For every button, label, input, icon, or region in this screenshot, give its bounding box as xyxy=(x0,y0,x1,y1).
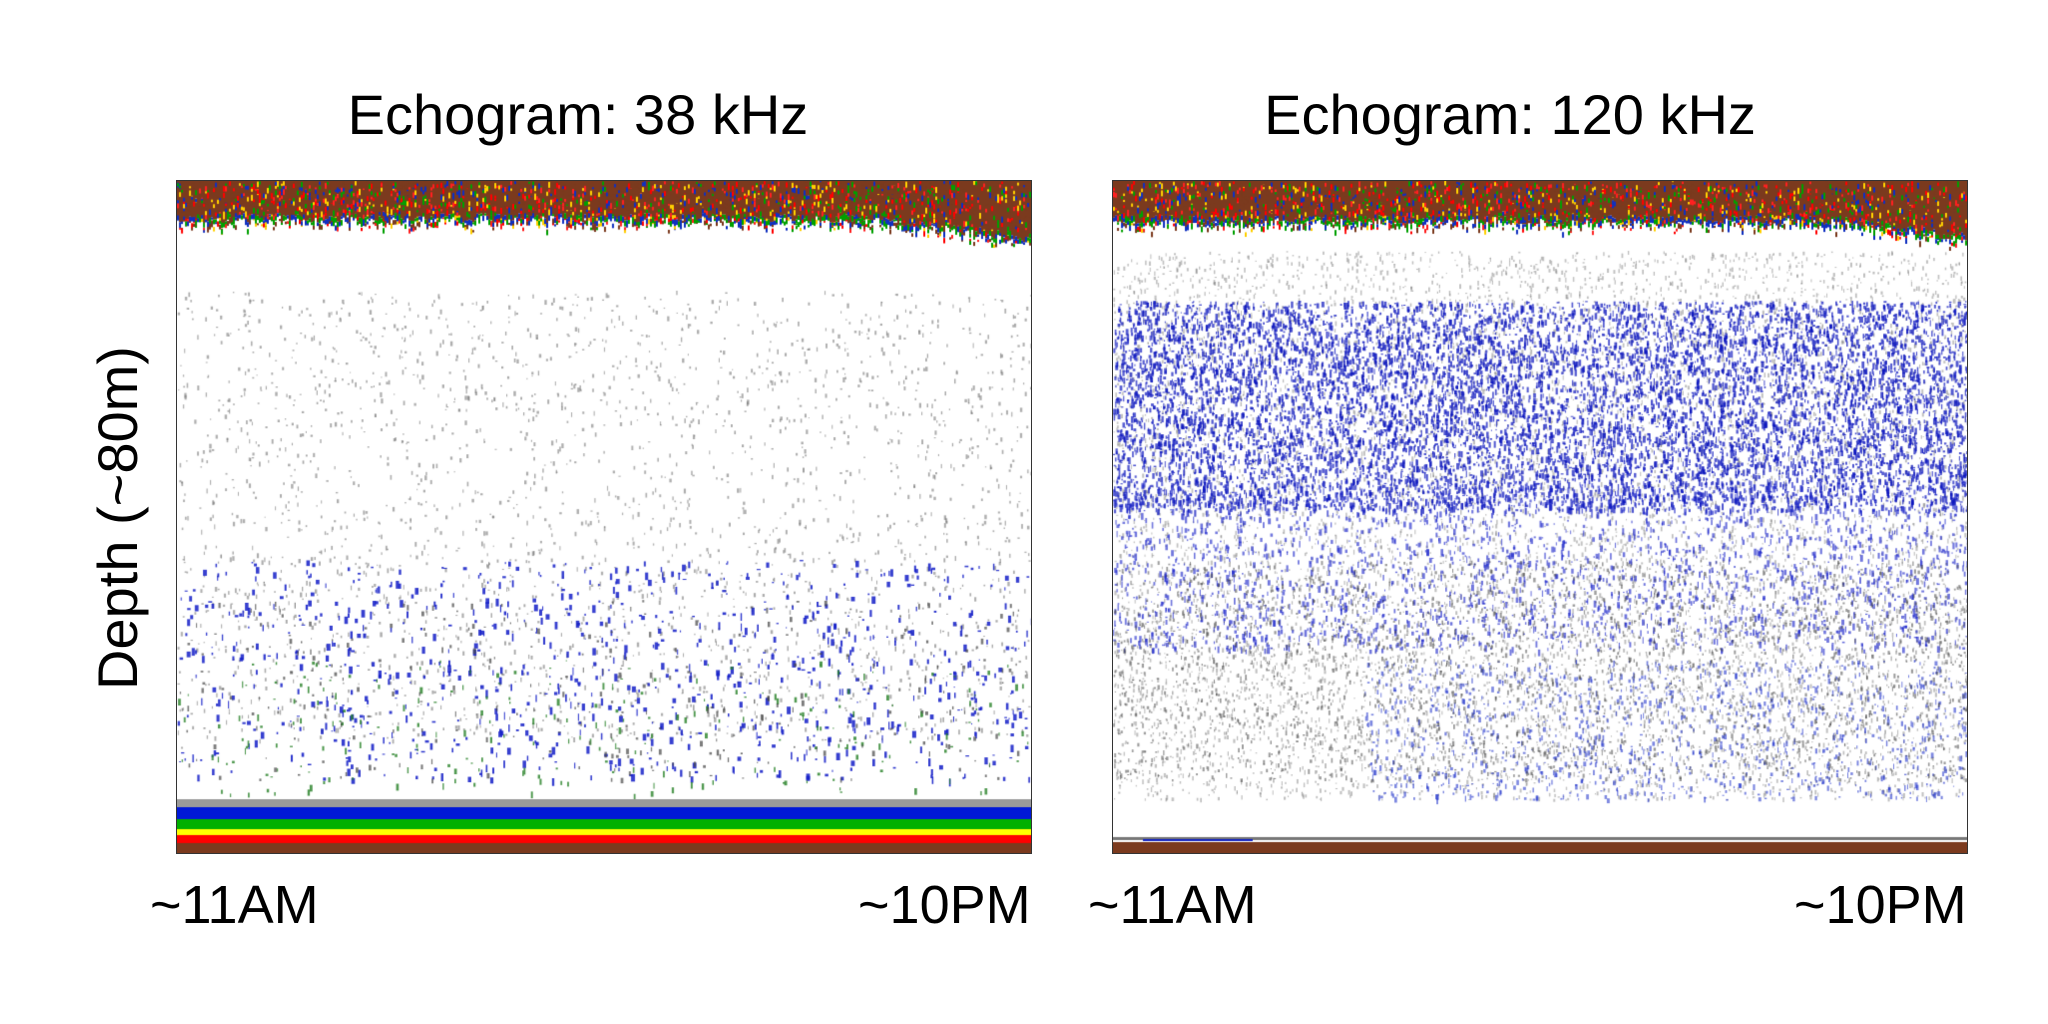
x-tick-start-38khz: ~11AM xyxy=(150,875,319,935)
chart-title-38khz: Echogram: 38 kHz xyxy=(347,83,809,146)
x-tick-end-120khz: ~10PM xyxy=(1794,875,1967,935)
x-tick-start-120khz: ~11AM xyxy=(1088,875,1257,935)
x-tick-end-38khz: ~10PM xyxy=(858,875,1031,935)
echogram-120khz-canvas xyxy=(1113,181,1967,853)
echogram-120khz-plot xyxy=(1112,180,1968,854)
y-axis-label: Depth (~80m) xyxy=(86,346,149,690)
chart-title-120khz: Echogram: 120 kHz xyxy=(1264,83,1756,146)
echogram-38khz-canvas xyxy=(177,181,1031,853)
echogram-38khz-plot xyxy=(176,180,1032,854)
